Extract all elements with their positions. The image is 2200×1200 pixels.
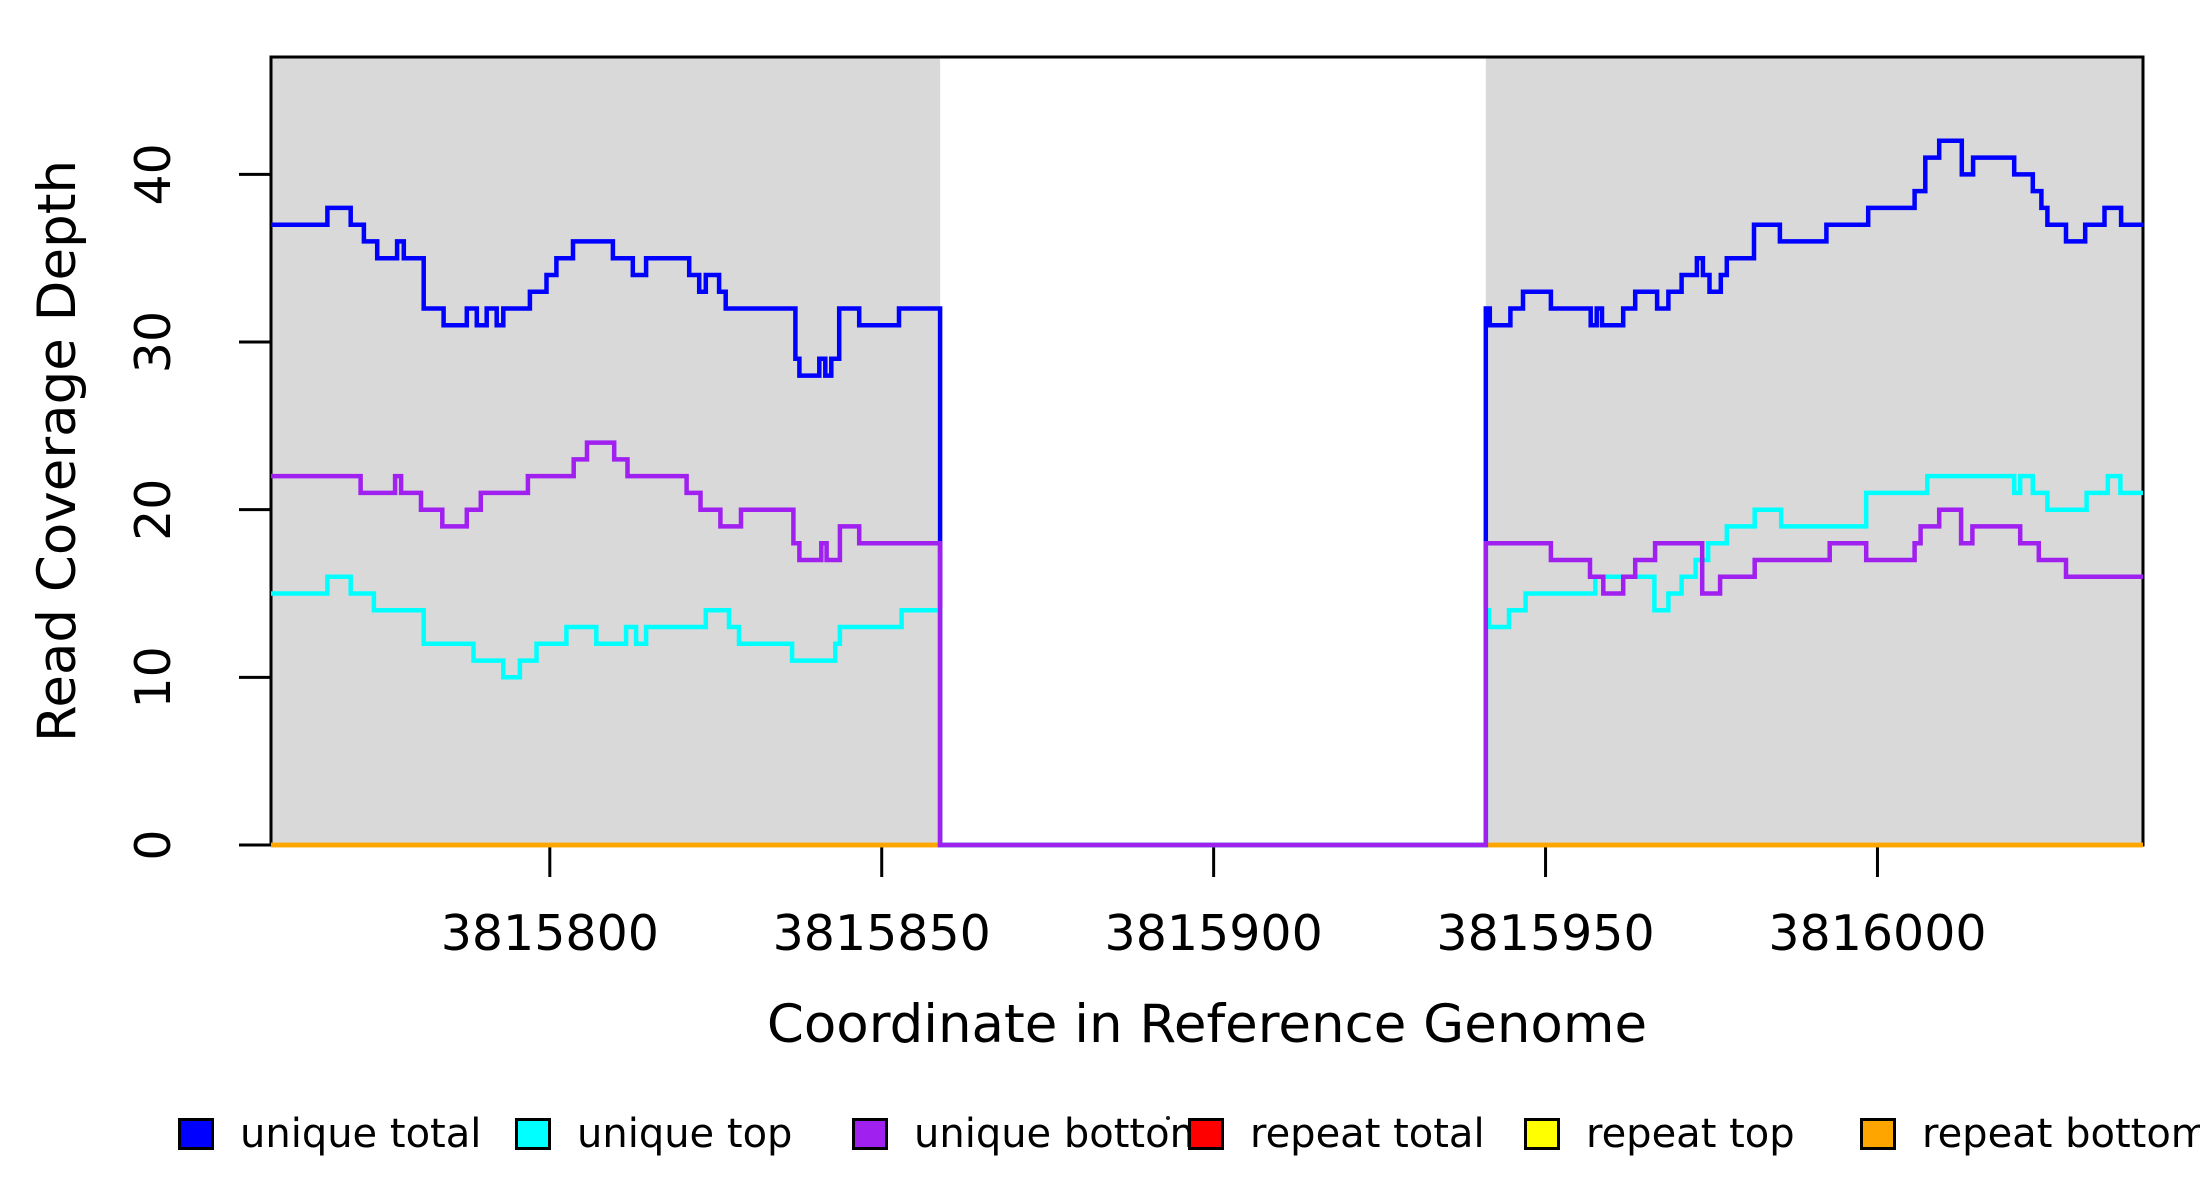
legend-item-unique-top: unique top <box>515 1111 793 1157</box>
legend-label: repeat total <box>1250 1111 1485 1157</box>
legend-item-unique-total: unique total <box>178 1111 482 1157</box>
x-tick-label: 3815850 <box>773 905 991 962</box>
y-tick-label: 10 <box>125 646 182 708</box>
covered-region-left <box>271 57 941 845</box>
covered-region-right <box>1485 57 2143 845</box>
legend-swatch-unique-total <box>178 1118 214 1150</box>
series-unique-bottom <box>271 440 2143 848</box>
legend-swatch-repeat-bottom <box>1860 1118 1896 1150</box>
y-tick-label: 30 <box>125 311 182 373</box>
legend-label: repeat bottom <box>1922 1111 2200 1157</box>
plot-background-layer <box>271 57 2143 845</box>
legend-label: unique top <box>577 1111 793 1157</box>
legend-label: unique bottom <box>914 1111 1209 1157</box>
legend-item-repeat-bottom: repeat bottom <box>1860 1111 2200 1157</box>
legend-swatch-repeat-total <box>1188 1118 1224 1150</box>
legend-label: unique total <box>240 1111 482 1157</box>
y-tick-label: 0 <box>125 829 182 860</box>
legend-item-unique-bottom: unique bottom <box>852 1111 1209 1157</box>
y-tick-label: 40 <box>125 143 182 205</box>
y-axis-title: Read Coverage Depth <box>27 160 88 742</box>
legend-swatch-unique-top <box>515 1118 551 1150</box>
x-tick-label: 3816000 <box>1768 905 1986 962</box>
y-tick-label: 20 <box>125 479 182 541</box>
legend-item-repeat-total: repeat total <box>1188 1111 1485 1157</box>
coverage-depth-chart: 3815800 3815850 3815900 3815950 3816000 0 10 20… <box>27 55 2145 1055</box>
axes-layer: 3815800 3815850 3815900 3815950 3816000 0 10 20… <box>125 55 2145 962</box>
x-tick-label: 3815900 <box>1105 905 1323 962</box>
x-tick-label: 3815950 <box>1436 905 1654 962</box>
x-axis-title: Coordinate in Reference Genome <box>767 994 1647 1055</box>
x-tick-label: 3815800 <box>441 905 659 962</box>
legend-label: repeat top <box>1586 1111 1795 1157</box>
legend-swatch-unique-bottom <box>852 1118 888 1150</box>
stray-dot-artifact <box>1166 1116 1170 1120</box>
series-layer <box>271 138 2143 848</box>
legend-swatch-repeat-top <box>1524 1118 1560 1150</box>
legend-item-repeat-top: repeat top <box>1524 1111 1795 1157</box>
legend: unique total unique top unique bottom re… <box>0 1111 2200 1172</box>
